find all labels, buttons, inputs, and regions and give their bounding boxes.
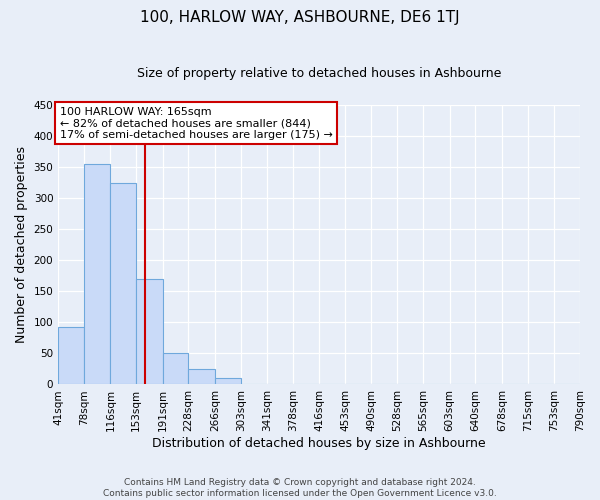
Title: Size of property relative to detached houses in Ashbourne: Size of property relative to detached ho… — [137, 68, 501, 80]
Bar — [188, 369, 215, 384]
Text: Contains HM Land Registry data © Crown copyright and database right 2024.
Contai: Contains HM Land Registry data © Crown c… — [103, 478, 497, 498]
Text: 100, HARLOW WAY, ASHBOURNE, DE6 1TJ: 100, HARLOW WAY, ASHBOURNE, DE6 1TJ — [140, 10, 460, 25]
Bar — [110, 183, 136, 384]
Y-axis label: Number of detached properties: Number of detached properties — [15, 146, 28, 344]
Bar — [136, 279, 163, 384]
Bar — [215, 378, 241, 384]
Bar — [163, 354, 188, 384]
Text: 100 HARLOW WAY: 165sqm
← 82% of detached houses are smaller (844)
17% of semi-de: 100 HARLOW WAY: 165sqm ← 82% of detached… — [59, 106, 332, 140]
Bar — [84, 164, 110, 384]
X-axis label: Distribution of detached houses by size in Ashbourne: Distribution of detached houses by size … — [152, 437, 486, 450]
Bar — [58, 327, 84, 384]
